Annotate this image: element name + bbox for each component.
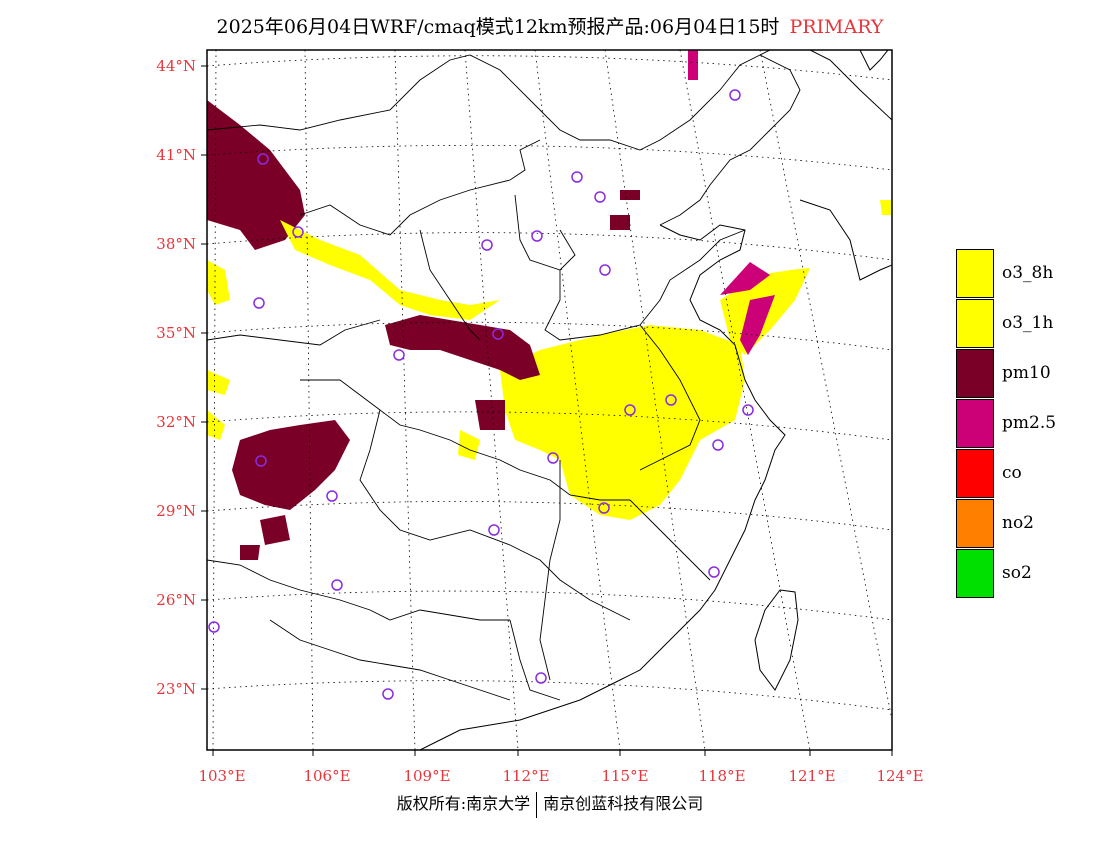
station-marker	[599, 264, 611, 276]
station-marker	[257, 153, 269, 165]
axis-ticks	[201, 65, 893, 756]
map-title: 2025年06月04日WRF/cmaq模式12km预报产品:06月04日15时 P…	[0, 12, 1100, 39]
station-marker	[594, 191, 606, 203]
lat-label: 23°N	[156, 680, 196, 698]
legend-item-co: co	[956, 449, 1100, 499]
legend-label: pm10	[1002, 363, 1051, 383]
legend-label: o3_1h	[1002, 313, 1054, 333]
legend-swatch	[956, 299, 994, 348]
lat-label: 32°N	[156, 413, 196, 431]
legend-item-o3-8h: o3_8h	[956, 249, 1100, 299]
station-marker	[382, 688, 394, 700]
legend-item-pm25: pm2.5	[956, 399, 1100, 449]
lon-label: 121°E	[788, 767, 835, 785]
lon-label: 109°E	[403, 767, 450, 785]
station-marker	[331, 579, 343, 591]
legend-label: co	[1002, 463, 1022, 483]
station-markers	[208, 89, 754, 700]
lon-label: 112°E	[502, 767, 549, 785]
station-marker	[665, 394, 677, 406]
pm10-region-northwest	[207, 100, 640, 250]
legend-label: no2	[1002, 513, 1034, 533]
lon-label: 118°E	[698, 767, 745, 785]
legend-label: so2	[1002, 563, 1032, 583]
legend-swatch	[956, 499, 994, 548]
station-marker	[208, 621, 220, 633]
legend-swatch	[956, 399, 994, 448]
lon-label: 124°E	[876, 767, 923, 785]
copyright-footer: 版权所有:南京大学 南京创蓝科技有限公司	[0, 790, 1100, 818]
legend-label: pm2.5	[1002, 413, 1057, 433]
title-main: 2025年06月04日WRF/cmaq模式12km预报产品:06月04日15时	[216, 16, 780, 38]
station-marker	[292, 226, 304, 238]
legend-swatch	[956, 249, 994, 298]
title-tag: PRIMARY	[789, 16, 884, 38]
lat-label: 38°N	[156, 235, 196, 253]
station-marker	[547, 452, 559, 464]
legend-swatch	[956, 449, 994, 498]
station-marker	[492, 328, 504, 340]
footer-separator	[536, 791, 538, 818]
station-marker	[624, 404, 636, 416]
station-marker	[742, 404, 754, 416]
graticule	[207, 50, 892, 750]
station-marker	[253, 297, 265, 309]
station-marker	[729, 89, 741, 101]
longitude-labels: 103°E 106°E 109°E 112°E 115°E 118°E 121°…	[198, 767, 923, 785]
station-marker	[488, 524, 500, 536]
map-frame	[206, 49, 893, 751]
station-marker	[708, 566, 720, 578]
legend-swatch	[956, 549, 994, 598]
pm25-region-coast	[688, 50, 775, 355]
lat-label: 29°N	[156, 502, 196, 520]
coastline	[419, 50, 892, 750]
lon-label: 115°E	[601, 767, 648, 785]
copyright-right: 南京创蓝科技有限公司	[543, 794, 704, 813]
station-marker	[712, 439, 724, 451]
lat-label: 41°N	[156, 146, 196, 164]
station-marker	[531, 230, 543, 242]
legend-swatch	[956, 349, 994, 398]
lat-label: 44°N	[156, 57, 196, 75]
station-marker	[326, 490, 338, 502]
lat-label: 35°N	[156, 324, 196, 342]
pm10-region-sichuan	[232, 420, 350, 560]
legend-item-so2: so2	[956, 549, 1100, 599]
legend-item-o3-1h: o3_1h	[956, 299, 1100, 349]
legend-item-pm10: pm10	[956, 349, 1100, 399]
legend-item-no2: no2	[956, 499, 1100, 549]
station-marker	[255, 455, 267, 467]
station-marker	[598, 502, 610, 514]
station-marker	[481, 239, 493, 251]
lat-label: 26°N	[156, 591, 196, 609]
station-marker	[393, 349, 405, 361]
legend-label: o3_8h	[1002, 263, 1054, 283]
lon-label: 103°E	[198, 767, 245, 785]
copyright-left: 版权所有:南京大学	[396, 794, 531, 813]
latitude-labels: 44°N 41°N 38°N 35°N 32°N 29°N 26°N 23°N	[156, 57, 196, 698]
province-borders	[207, 54, 801, 701]
station-marker	[535, 672, 547, 684]
lon-label: 106°E	[303, 767, 350, 785]
station-marker	[571, 171, 583, 183]
